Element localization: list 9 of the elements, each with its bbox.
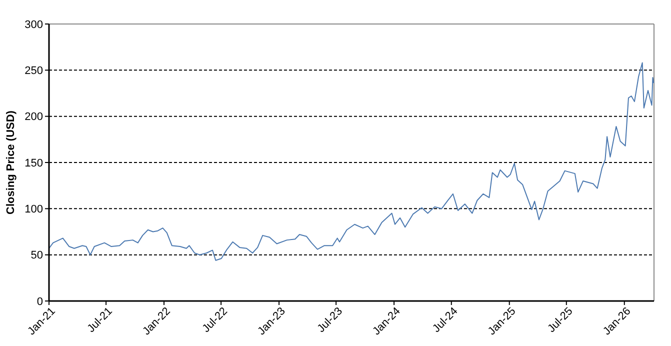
y-axis-title: Closing Price (USD) — [5, 110, 17, 214]
y-tick-label: 100 — [24, 204, 43, 216]
y-tick-label: 0 — [36, 296, 43, 308]
y-tick-label: 200 — [24, 111, 43, 124]
line-series — [48, 62, 654, 261]
y-tick-label: 300 — [24, 18, 43, 31]
y-tick-label: 250 — [24, 65, 43, 78]
y-tick-label: 150 — [24, 157, 43, 170]
y-tick-label: 50 — [30, 250, 43, 262]
